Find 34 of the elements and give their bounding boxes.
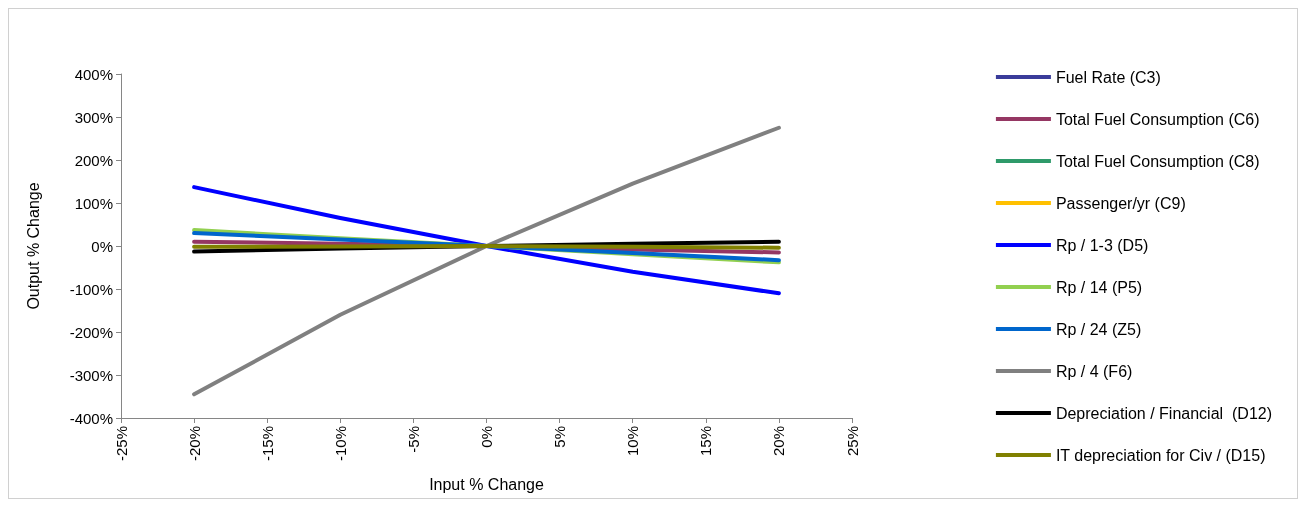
y-tick-label: -100% — [69, 280, 113, 298]
legend-label: Rp / 14 (P5) — [1055, 278, 1143, 296]
y-tick-label: -200% — [69, 323, 113, 341]
line-series — [192, 125, 781, 397]
x-tick-label: 10% — [624, 426, 642, 457]
x-tick-label: 0% — [478, 426, 495, 448]
legend-label: Rp / 4 (F6) — [1055, 362, 1133, 380]
x-tick-label: -25% — [112, 426, 130, 462]
legend-label: Total Fuel Consumption (C8) — [1055, 152, 1260, 170]
y-tick-label: -400% — [69, 409, 113, 427]
y-tick-label: 0% — [91, 237, 113, 255]
x-tick-label: -20% — [185, 426, 203, 462]
x-tick-label: 5% — [551, 426, 569, 448]
x-tick-label: 15% — [697, 426, 715, 457]
x-axis-title: Input % Change — [429, 475, 544, 493]
y-tick-label: 400% — [74, 65, 113, 83]
x-tick-label: -10% — [331, 426, 349, 462]
y-axis-title: Output % Change — [24, 182, 42, 310]
line-series — [192, 185, 781, 296]
legend-label: Rp / 1-3 (D5) — [1055, 236, 1149, 254]
legend-label: Depreciation / Financial (D12) — [1055, 404, 1272, 422]
y-tick-label: -300% — [69, 366, 113, 384]
legend-label: IT depreciation for Civ / (D15) — [1055, 446, 1266, 464]
legend-label: Passenger/yr (C9) — [1055, 194, 1186, 212]
x-tick-label: -5% — [404, 426, 422, 453]
x-tick-label: -15% — [258, 426, 276, 462]
x-tick-label: 25% — [843, 426, 861, 457]
legend-label: Fuel Rate (C3) — [1055, 68, 1161, 86]
y-tick-label: 200% — [74, 151, 113, 169]
legend-label: Rp / 24 (Z5) — [1055, 320, 1142, 338]
x-tick-label: 20% — [770, 426, 788, 457]
y-tick-label: 300% — [74, 108, 113, 126]
y-tick-label: 100% — [74, 194, 113, 212]
legend-label: Total Fuel Consumption (C6) — [1055, 110, 1260, 128]
